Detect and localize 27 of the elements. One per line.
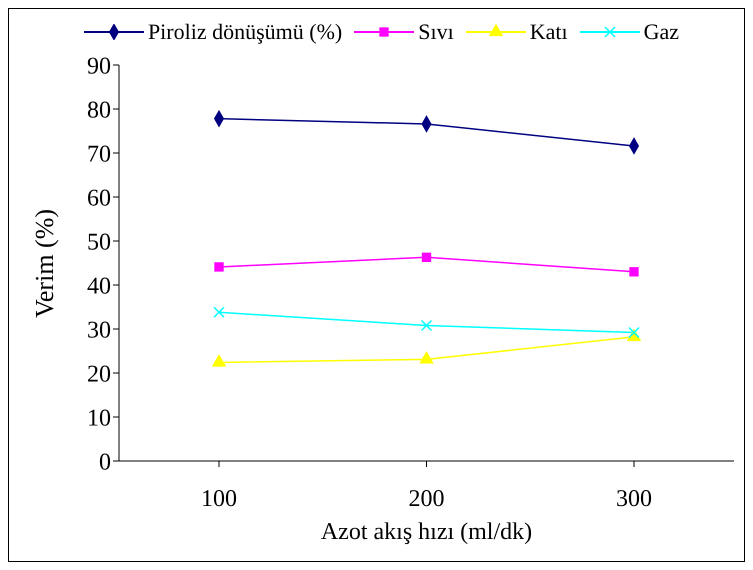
y-tick-label: 90: [87, 54, 111, 80]
x-axis-title: Azot akış hızı (ml/dk): [320, 519, 532, 545]
point: [420, 352, 434, 364]
point: [629, 267, 639, 276]
y-axis-title: Verim (%): [30, 208, 60, 318]
y-tick-label: 50: [87, 230, 111, 256]
y-tick-label: 0: [99, 450, 111, 476]
point: [212, 354, 226, 367]
y-tick-label: 20: [87, 362, 111, 388]
y-tick-label: 30: [87, 318, 111, 344]
legend-label: Piroliz dönüşümü (%): [148, 19, 342, 45]
point: [422, 252, 432, 262]
y-tick-label: 40: [87, 274, 111, 300]
y-tick-label: 80: [87, 98, 111, 124]
legend-label: Sıvı: [418, 19, 454, 45]
point: [214, 262, 224, 272]
point: [420, 320, 432, 332]
x-tick-label: 300: [616, 486, 652, 512]
point: [213, 306, 225, 318]
legend-label: Gaz: [644, 19, 680, 45]
point: [628, 326, 640, 338]
y-tick-label: 10: [87, 406, 111, 432]
legend-label: Katı: [530, 19, 568, 45]
x-tick-label: 100: [201, 486, 237, 512]
y-tick-label: 60: [87, 186, 111, 212]
y-tick-label: 70: [87, 142, 111, 168]
x-tick-label: 200: [408, 486, 444, 512]
